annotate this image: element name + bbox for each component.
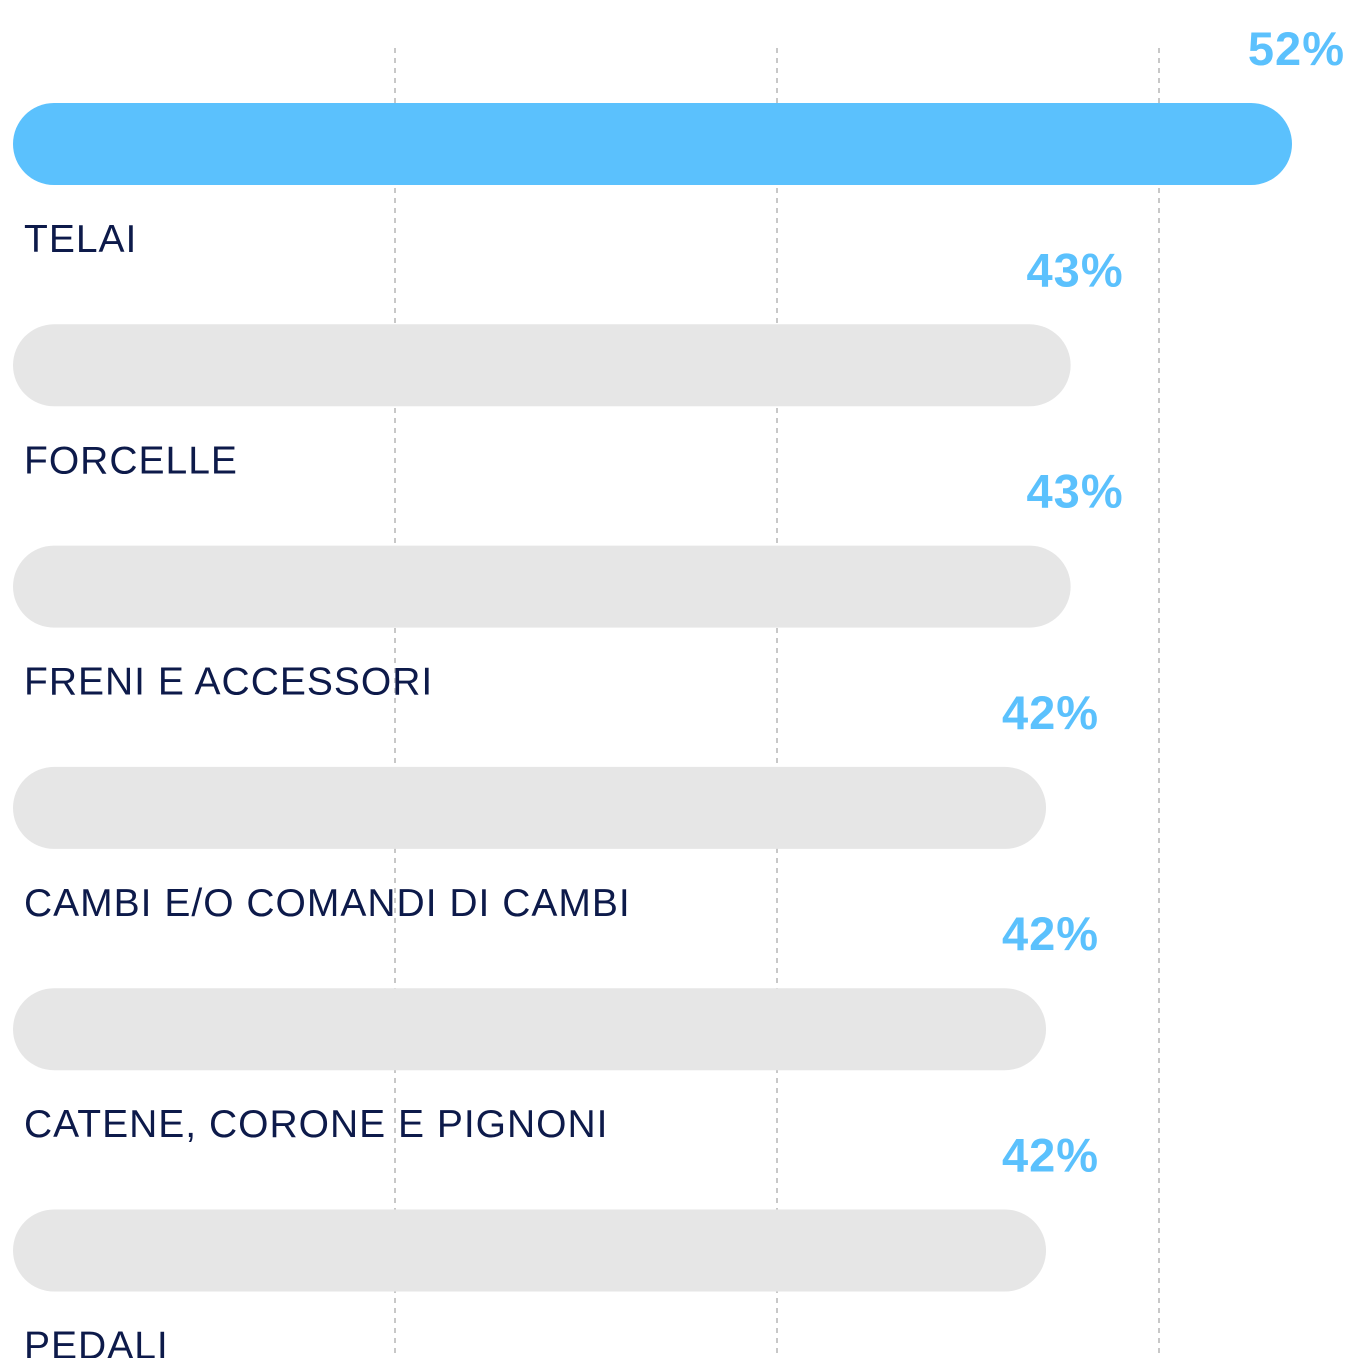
bar [13,103,1292,185]
value-label: 43% [1027,465,1124,518]
grid [394,48,1160,1358]
category-label: FORCELLE [24,439,238,482]
bar [13,988,1047,1071]
value-label: 42% [1002,907,1099,960]
value-label: 42% [1002,686,1099,739]
category-label: CATENE, CORONE E PIGNONI [24,1103,609,1146]
category-label: FRENI E ACCESSORI [24,661,433,704]
bar [13,545,1071,628]
bar [13,324,1071,407]
category-label: TELAI [24,218,137,261]
value-label: 43% [1027,243,1124,296]
bar [13,766,1047,849]
value-label: 42% [1002,1129,1099,1182]
category-label: CAMBI E/O COMANDI DI CAMBI [24,882,631,925]
value-label: 52% [1248,22,1345,75]
category-label: PEDALI [24,1325,169,1358]
bar [13,1209,1047,1292]
